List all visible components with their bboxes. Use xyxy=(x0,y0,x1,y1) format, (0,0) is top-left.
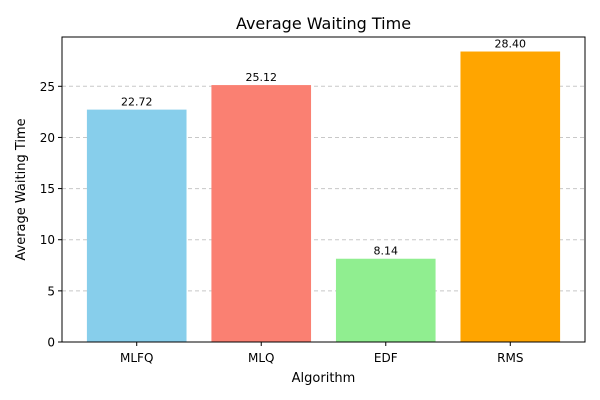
bar-mlq xyxy=(211,85,312,342)
x-tick-label-mlfq: MLFQ xyxy=(120,351,153,365)
plot-frame xyxy=(61,36,586,343)
chart-title: Average Waiting Time xyxy=(236,14,411,33)
y-axis-label: Average Waiting Time xyxy=(14,118,29,260)
x-axis-ticks: MLFQ MLQ EDF RMS xyxy=(120,342,523,365)
y-tick-label-10: 10 xyxy=(40,233,55,247)
x-axis-label: Algorithm xyxy=(292,371,356,386)
y-tick-label-20: 20 xyxy=(40,131,55,145)
y-axis-ticks: 0 5 10 15 20 25 xyxy=(40,80,62,350)
data-label-rms: 28.40 xyxy=(495,38,527,51)
x-tick-label-rms: RMS xyxy=(497,351,523,365)
y-tick-label-15: 15 xyxy=(40,182,55,196)
bar-edf xyxy=(335,258,436,342)
x-tick-label-mlq: MLQ xyxy=(248,351,274,365)
data-label-mlq: 25.12 xyxy=(245,71,277,84)
data-labels: 22.72 25.12 8.14 28.40 xyxy=(121,38,526,258)
y-tick-label-25: 25 xyxy=(40,80,55,94)
bar-rms xyxy=(460,51,561,343)
data-label-mlfq: 22.72 xyxy=(121,96,153,109)
bar-mlfq xyxy=(86,109,187,342)
x-tick-label-edf: EDF xyxy=(374,351,398,365)
data-label-edf: 8.14 xyxy=(374,245,399,258)
y-tick-label-5: 5 xyxy=(47,284,55,298)
bars xyxy=(86,51,561,343)
y-tick-label-0: 0 xyxy=(47,336,55,350)
